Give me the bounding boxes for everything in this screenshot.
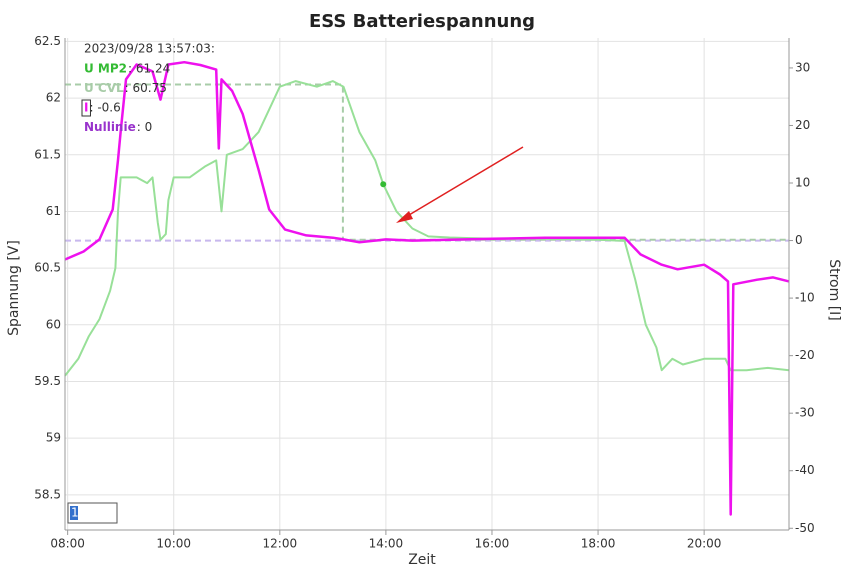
y-tick-label: 60	[46, 317, 61, 331]
legend: U MP2: 61.24 U CVL: 60.75 I: -0.6 Nullinie:…	[81, 62, 170, 134]
series-line	[65, 83, 789, 241]
input-box[interactable]: 1	[67, 502, 118, 524]
cursor-label: 2023/09/28 13:57:03:	[84, 42, 215, 56]
y-tick-label: 58.5	[34, 487, 61, 501]
y-tick-label: 61.5	[34, 147, 61, 161]
legend-value: : 60.75	[125, 81, 167, 95]
series-line	[64, 60, 790, 516]
legend-name: I	[84, 101, 88, 115]
input-text: 1	[71, 506, 79, 520]
legend-box	[81, 99, 91, 117]
y2-tick-label: -40	[795, 463, 815, 477]
legend-value: : 61.24	[128, 62, 170, 76]
y2-tick-label: -10	[795, 291, 815, 305]
axes	[64, 38, 790, 531]
y-tick-label: 60.5	[34, 261, 61, 275]
legend-value: : -0.6	[89, 101, 120, 115]
x-tick-label: 08:00	[50, 537, 85, 551]
arrow-shaft	[403, 146, 524, 219]
y-tick-label: 61	[46, 204, 61, 218]
input-selection	[70, 506, 78, 520]
input-field[interactable]	[67, 502, 118, 524]
x-tick-label: 18:00	[581, 537, 616, 551]
grid	[65, 38, 789, 530]
y2-tick-label: 10	[795, 176, 810, 190]
x-tick-label: 12:00	[263, 537, 298, 551]
y-tick-label: 59	[46, 431, 61, 445]
plot-lines	[64, 60, 790, 516]
x-axis-label: Zeit	[408, 552, 436, 568]
x-tick-label: 16:00	[475, 537, 510, 551]
annotation-arrow	[396, 146, 524, 223]
y-axis-label: Spannung [V]	[6, 240, 22, 336]
y-tick-label: 62	[46, 91, 61, 105]
y2-tick-label: -50	[795, 521, 815, 535]
arrow-head	[396, 211, 413, 223]
legend-name: U MP2	[84, 62, 127, 76]
series-line	[64, 80, 790, 377]
x-tick-label: 14:00	[369, 537, 404, 551]
y2-tick-label: 30	[795, 60, 810, 74]
x-tick-label: 20:00	[687, 537, 722, 551]
legend-name: U CVL	[84, 81, 124, 95]
cursor-dot	[380, 181, 387, 188]
y-tick-label: 59.5	[34, 374, 61, 388]
y2-tick-label: -30	[795, 406, 815, 420]
y-tick-label: 62.5	[34, 34, 61, 48]
legend-name: Nullinie	[84, 120, 136, 134]
legend-value: : 0	[137, 120, 153, 134]
y2-tick-label: 0	[795, 233, 803, 247]
x-tick-label: 10:00	[156, 537, 191, 551]
y2-tick-label: -20	[795, 348, 815, 362]
y2-tick-label: 20	[795, 118, 810, 132]
chart-title: ESS Batteriespannung	[309, 11, 535, 32]
y2-axis-label: Strom [I]	[826, 259, 842, 321]
